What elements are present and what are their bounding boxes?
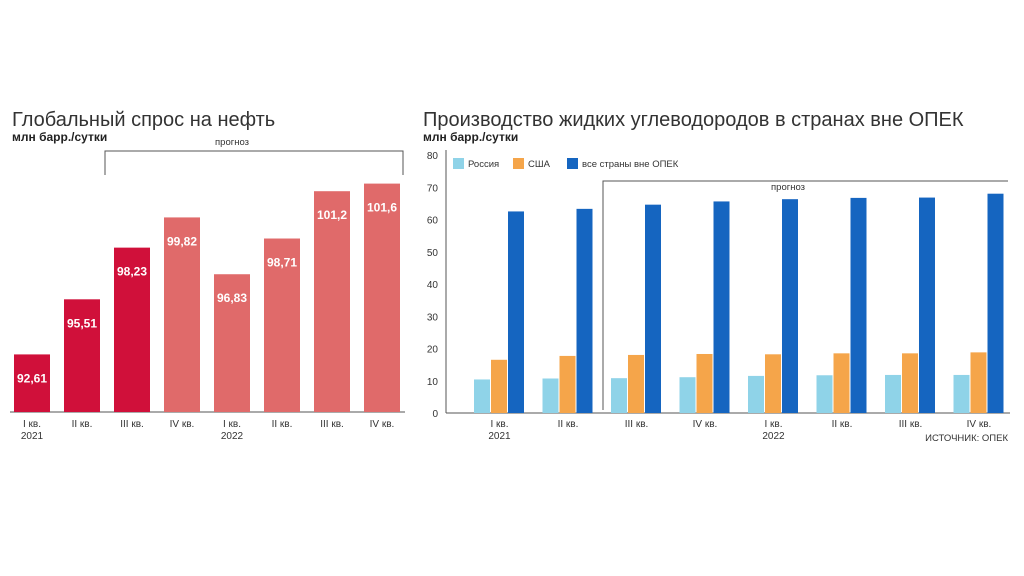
demand-bar bbox=[114, 247, 150, 412]
production-year-label: 2021 bbox=[488, 431, 511, 442]
y-tick-label: 50 bbox=[427, 248, 439, 259]
production-bar bbox=[919, 197, 935, 413]
right-chart-title: Производство жидких углеводородов в стра… bbox=[423, 109, 964, 131]
right-forecast-bracket bbox=[602, 180, 1008, 410]
production-bar bbox=[885, 374, 901, 413]
production-bar bbox=[508, 211, 524, 413]
y-tick-label: 80 bbox=[427, 151, 439, 162]
demand-bar bbox=[214, 274, 250, 412]
production-bar bbox=[696, 353, 713, 413]
demand-value-label: 92,61 bbox=[17, 371, 47, 385]
demand-bar bbox=[314, 191, 350, 412]
legend-swatch bbox=[513, 158, 524, 169]
production-bar bbox=[833, 353, 850, 413]
production-bar bbox=[987, 193, 1004, 413]
production-quarter-label: II кв. bbox=[558, 419, 579, 430]
production-quarter-label: III кв. bbox=[899, 419, 923, 430]
demand-value-label: 98,71 bbox=[267, 256, 297, 270]
demand-quarter-label: I кв. bbox=[223, 419, 241, 430]
production-bar bbox=[970, 352, 987, 413]
production-quarter-label: II кв. bbox=[832, 419, 853, 430]
y-tick-label: 70 bbox=[427, 183, 439, 194]
demand-value-label: 96,83 bbox=[217, 291, 247, 305]
production-bar bbox=[765, 354, 781, 413]
demand-bar bbox=[264, 238, 300, 412]
production-bar bbox=[611, 378, 627, 413]
demand-quarter-label: IV кв. bbox=[170, 419, 195, 430]
production-bar bbox=[474, 379, 490, 413]
production-quarter-label: I кв. bbox=[490, 419, 508, 430]
production-bar bbox=[559, 355, 576, 413]
demand-value-label: 101,2 bbox=[317, 208, 347, 222]
production-bar bbox=[782, 199, 798, 413]
production-bar bbox=[645, 204, 661, 413]
right-forecast-label: прогноз bbox=[771, 182, 805, 193]
demand-value-label: 101,6 bbox=[367, 201, 397, 215]
y-tick-label: 30 bbox=[427, 312, 439, 323]
y-tick-label: 60 bbox=[427, 216, 439, 227]
legend-swatch bbox=[567, 158, 578, 169]
legend-label: все страны вне ОПЕК bbox=[582, 159, 679, 170]
production-quarter-label: III кв. bbox=[625, 419, 649, 430]
y-tick-label: 40 bbox=[427, 280, 439, 291]
legend-swatch bbox=[453, 158, 464, 169]
production-quarter-label: I кв. bbox=[764, 419, 782, 430]
demand-value-label: 95,51 bbox=[67, 316, 97, 330]
demand-bar bbox=[14, 354, 50, 412]
demand-quarter-label: III кв. bbox=[120, 419, 144, 430]
production-bar bbox=[850, 197, 867, 413]
demand-year-label: 2021 bbox=[21, 431, 44, 442]
production-bar bbox=[576, 208, 593, 413]
demand-value-label: 98,23 bbox=[117, 265, 147, 279]
production-bar bbox=[902, 353, 918, 413]
demand-value-label: 99,82 bbox=[167, 234, 197, 248]
left-forecast-label: прогноз bbox=[215, 137, 249, 148]
production-bar bbox=[713, 201, 730, 413]
production-bar bbox=[628, 354, 644, 413]
production-bar bbox=[816, 375, 833, 413]
demand-bar bbox=[164, 217, 200, 412]
left-chart-title: Глобальный спрос на нефть bbox=[12, 109, 275, 131]
production-quarter-label: IV кв. bbox=[967, 419, 992, 430]
y-tick-label: 20 bbox=[427, 345, 439, 356]
production-bar bbox=[679, 377, 696, 413]
production-bar bbox=[491, 359, 507, 413]
left-chart-unit: млн барр./сутки bbox=[12, 130, 107, 144]
demand-bar bbox=[64, 299, 100, 412]
legend-label: США bbox=[528, 159, 551, 170]
demand-year-label: 2022 bbox=[221, 431, 244, 442]
demand-quarter-label: II кв. bbox=[72, 419, 93, 430]
left-forecast-bracket bbox=[104, 150, 404, 175]
y-tick-label: 0 bbox=[432, 409, 438, 420]
demand-quarter-label: III кв. bbox=[320, 419, 344, 430]
production-bar bbox=[953, 374, 970, 413]
demand-quarter-label: II кв. bbox=[272, 419, 293, 430]
production-bar bbox=[542, 378, 559, 413]
legend-label: Россия bbox=[468, 159, 499, 170]
source-label: ИСТОЧНИК: ОПЕК bbox=[925, 433, 1008, 444]
production-bar bbox=[748, 375, 764, 413]
production-quarter-label: IV кв. bbox=[693, 419, 718, 430]
demand-quarter-label: IV кв. bbox=[370, 419, 395, 430]
demand-bar bbox=[364, 183, 400, 412]
right-chart-unit: млн барр./сутки bbox=[423, 130, 518, 144]
production-year-label: 2022 bbox=[762, 431, 785, 442]
demand-quarter-label: I кв. bbox=[23, 419, 41, 430]
y-tick-label: 10 bbox=[427, 377, 439, 388]
